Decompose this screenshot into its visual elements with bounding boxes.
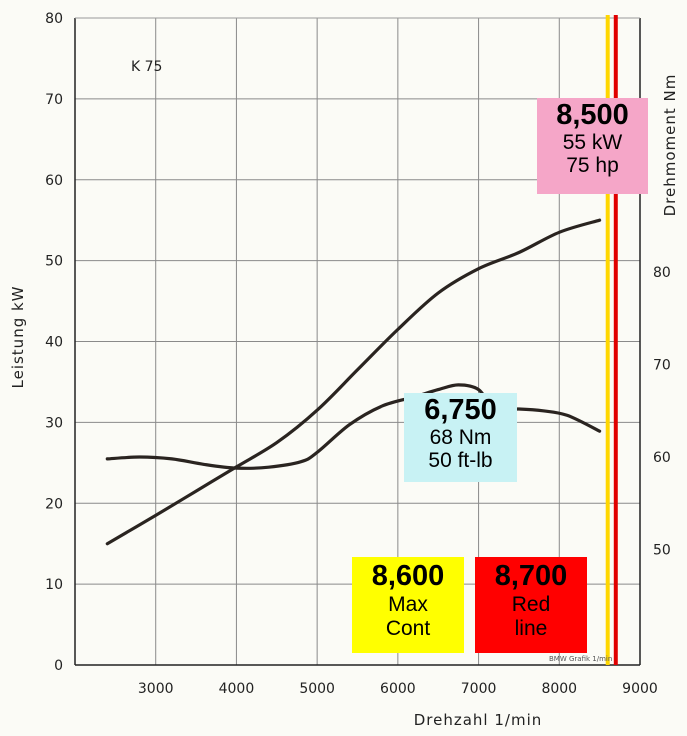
peak-power-callout: 8,500 55 kW 75 hp xyxy=(537,98,648,194)
right-tick-50: 50 xyxy=(653,542,671,558)
max-cont-line2: Cont xyxy=(385,617,431,641)
red-line-rpm: 8,700 xyxy=(494,560,568,592)
x-axis-title: Drehzahl 1/min xyxy=(414,711,543,729)
left-tick-labels: 0 10 20 30 40 50 60 70 80 xyxy=(45,11,63,674)
red-line-line1: Red xyxy=(511,592,551,616)
max-cont-callout: 8,600 Max Cont xyxy=(352,557,464,653)
x-tick-7000: 7000 xyxy=(461,681,497,697)
peak-torque-ftlb: 50 ft-lb xyxy=(428,448,493,472)
peak-power-rpm: 8,500 xyxy=(556,99,629,131)
left-tick-20: 20 xyxy=(45,496,63,512)
red-line-callout: 8,700 Red line xyxy=(475,557,587,653)
peak-power-hp: 75 hp xyxy=(566,153,619,177)
right-tick-80: 80 xyxy=(653,265,671,281)
red-line-line2: line xyxy=(514,617,548,641)
left-tick-70: 70 xyxy=(45,92,63,108)
right-tick-70: 70 xyxy=(653,358,671,374)
right-axis-title: Drehmoment Nm xyxy=(661,74,679,217)
peak-torque-callout: 6,750 68 Nm 50 ft-lb xyxy=(404,393,517,482)
x-tick-8000: 8000 xyxy=(541,681,577,697)
left-tick-50: 50 xyxy=(45,254,63,270)
chart-axes xyxy=(74,17,641,666)
x-tick-3000: 3000 xyxy=(138,681,174,697)
x-tick-9000: 9000 xyxy=(622,681,658,697)
peak-torque-rpm: 6,750 xyxy=(424,394,497,426)
x-tick-5000: 5000 xyxy=(299,681,335,697)
model-label: K 75 xyxy=(131,59,162,75)
max-cont-line1: Max xyxy=(388,592,428,616)
left-tick-0: 0 xyxy=(54,658,63,674)
left-tick-80: 80 xyxy=(45,11,63,27)
peak-power-kw: 55 kW xyxy=(562,130,623,154)
right-tick-60: 60 xyxy=(653,450,671,466)
right-tick-labels: 50 60 70 80 xyxy=(653,265,671,558)
max-cont-rpm: 8,600 xyxy=(371,560,445,592)
chart-series xyxy=(105,218,602,546)
left-tick-40: 40 xyxy=(45,335,63,351)
peak-torque-nm: 68 Nm xyxy=(429,425,492,449)
left-axis-title: Leistung kW xyxy=(9,285,27,388)
x-tick-6000: 6000 xyxy=(380,681,416,697)
source-stamp: BMW Grafik 1/min xyxy=(549,655,612,663)
left-tick-60: 60 xyxy=(45,173,63,189)
left-tick-30: 30 xyxy=(45,415,63,431)
x-tick-labels: 3000 4000 5000 6000 7000 8000 9000 xyxy=(138,681,658,697)
left-tick-10: 10 xyxy=(45,577,63,593)
x-tick-4000: 4000 xyxy=(219,681,255,697)
series-leistung xyxy=(105,218,602,546)
series-drehmoment xyxy=(105,383,602,470)
